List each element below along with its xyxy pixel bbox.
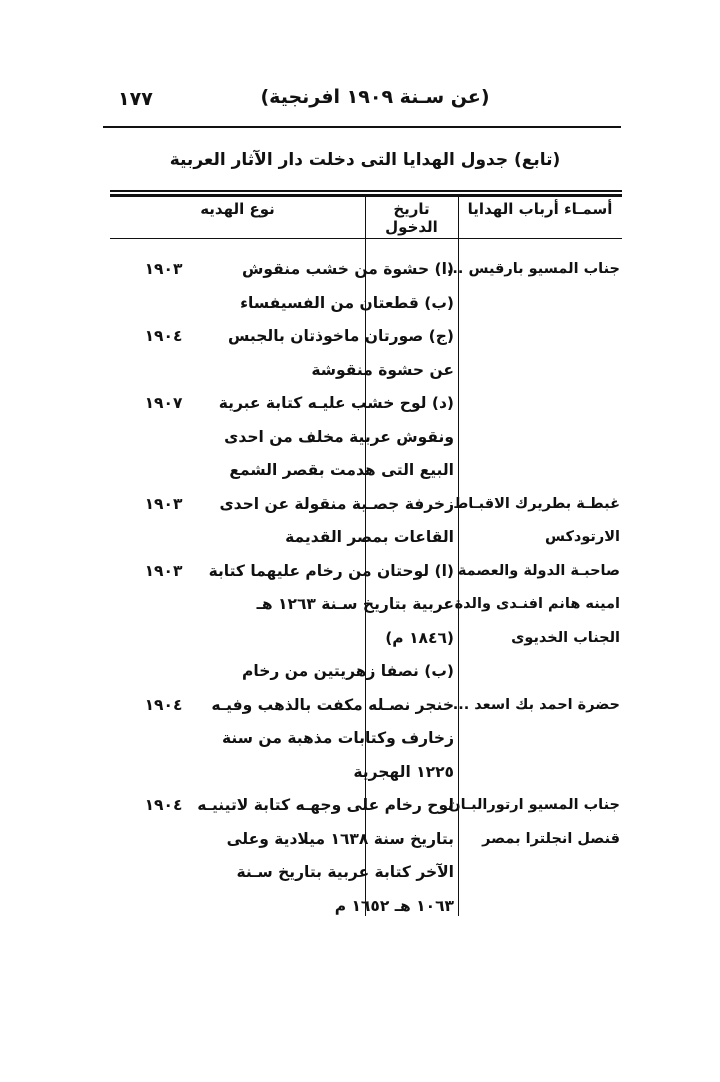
gift-description-line: ١٢٢٥ الهجرية xyxy=(353,762,454,781)
header-rule xyxy=(103,126,621,128)
donor-name-line: الجناب الخديوى xyxy=(511,629,620,646)
gift-items: خنجر نصـله مكفت بالذهب وفيـه زخارف وكتابا… xyxy=(110,689,460,790)
entry-date: ١٩٠٤ xyxy=(144,796,183,814)
gift-description-line: الآخر كتابة عربية بتاريخ سـنة xyxy=(236,863,454,881)
table-row: جناب المسيو ارتورالبـان قنصل انجلترا بمصر… xyxy=(110,789,622,923)
table-row: جناب المسيو بارقيس ... (ا) حشوة من خشب من… xyxy=(110,253,622,488)
donor-name: غبطـة بطريرك الاقبـاط الارتودكس xyxy=(453,488,622,555)
gift-item: لوح رخام على وجهـه كتابة لاتينيـه بتاريخ … xyxy=(110,789,460,923)
gift-description: زخرفة جصـية منقولة عن احدى القاعات بمصر ا… xyxy=(205,488,460,555)
gift-description-line: زخارف وكتابات مذهبة من سنة xyxy=(222,729,454,747)
donor-name-line: غبطـة بطريرك الاقبـاط xyxy=(453,495,620,512)
gift-description: (ب) نصفا زهريتين من رخام xyxy=(205,655,460,689)
table-top-rule xyxy=(110,190,622,192)
gift-description: لوح رخام على وجهـه كتابة لاتينيـه بتاريخ … xyxy=(197,789,460,923)
column-divider xyxy=(458,196,460,916)
gift-description-line: لوح رخام على وجهـه كتابة لاتينيـه xyxy=(197,796,454,814)
gift-item: زخرفة جصـية منقولة عن احدى القاعات بمصر ا… xyxy=(110,488,460,555)
gift-description-line: ١٠٦٣ هـ ١٦٥٢ م xyxy=(334,896,454,915)
donor-name-line: الارتودكس xyxy=(544,529,620,545)
gift-items: لوح رخام على وجهـه كتابة لاتينيـه بتاريخ … xyxy=(110,789,460,923)
table-top-rule-thick xyxy=(110,194,622,197)
entry-date: ١٩٠٣ xyxy=(144,561,183,580)
donor-name: حضرة احمد بك اسعد ... xyxy=(452,689,622,790)
donor-name-line: جناب المسيو بارقيس ... xyxy=(446,261,620,277)
gift-item: (ا) حشوة من خشب منقوش ١٩٠٣ xyxy=(110,253,460,287)
gift-description-line: (د) لوح خشب عليـه كتابة عبرية xyxy=(218,394,454,412)
gift-item: (ج) صورتان ماخوذتان بالجبس عن حشوة منقوشة… xyxy=(110,320,460,387)
gift-items: (ا) حشوة من خشب منقوش ١٩٠٣ (ب) قطعتان من ا… xyxy=(110,253,460,488)
donor-name: جناب المسيو ارتورالبـان قنصل انجلترا بمصر xyxy=(448,789,622,923)
table-row: صاحبـة الدولة والعصمة امينه هانم افنـدى و… xyxy=(110,555,622,689)
gift-description-line: بتاريخ سنة ١٦٣٨ ميلادية وعلى xyxy=(226,829,454,848)
gift-description-line: (ب) نصفا زهريتين من رخام xyxy=(242,662,454,680)
gift-items: زخرفة جصـية منقولة عن احدى القاعات بمصر ا… xyxy=(110,488,460,555)
gift-description-line: (ا) حشوة من خشب منقوش xyxy=(242,260,454,278)
donor-name-line: جناب المسيو ارتورالبـان xyxy=(448,797,620,813)
page-number: ١٧٧ xyxy=(118,88,153,110)
gift-description: (ج) صورتان ماخوذتان بالجبس عن حشوة منقوشة xyxy=(205,320,460,387)
column-header-gift: نوع الهديه xyxy=(200,200,275,218)
gift-description: (ب) قطعتان من الفسيفساء xyxy=(205,287,460,321)
entry-date: ١٩٠٣ xyxy=(144,260,183,278)
gift-description-line: (ج) صورتان ماخوذتان بالجبس xyxy=(227,327,454,345)
table-row: غبطـة بطريرك الاقبـاط الارتودكس زخرفة جصـي… xyxy=(110,488,622,555)
gift-item: (ا) لوحتان من رخام عليهما كتابة عربية بتا… xyxy=(110,555,460,656)
gift-item: (د) لوح خشب عليـه كتابة عبرية ونقوش عربية… xyxy=(110,387,460,488)
table-row: حضرة احمد بك اسعد ... خنجر نصـله مكفت بال… xyxy=(110,689,622,790)
column-header-date: تاريخ الدخول xyxy=(385,200,438,236)
gift-item: (ب) نصفا زهريتين من رخام xyxy=(110,655,460,689)
donor-name-line: حضرة احمد بك اسعد ... xyxy=(452,696,620,713)
gift-description-line: البيع التى هدمت بقصر الشمع xyxy=(229,461,454,479)
gift-description-line: عن حشوة منقوشة xyxy=(311,360,454,379)
entry-date: ١٩٠٧ xyxy=(144,394,183,412)
entry-date: ١٩٠٣ xyxy=(144,494,183,513)
gift-description-line: (١٨٤٦ م) xyxy=(385,628,454,647)
entry-date: ١٩٠٤ xyxy=(144,695,183,714)
entry-date xyxy=(112,287,205,321)
gift-description: (ا) حشوة من خشب منقوش xyxy=(205,253,460,287)
gift-items: (ا) لوحتان من رخام عليهما كتابة عربية بتا… xyxy=(110,555,460,689)
table-body: جناب المسيو بارقيس ... (ا) حشوة من خشب من… xyxy=(110,253,622,923)
running-head: (عن سـنة ١٩٠٩ افرنجية) xyxy=(260,86,490,108)
gift-item: (ب) قطعتان من الفسيفساء xyxy=(110,287,460,321)
column-divider xyxy=(365,196,367,916)
column-header-names: أسمـاء أرباب الهدايا xyxy=(467,200,613,218)
gift-description-line: القاعات بمصر القديمة xyxy=(285,528,454,546)
donor-name-line: صاحبـة الدولة والعصمة xyxy=(457,562,620,579)
table-title: (تابع) جدول الهدايا التى دخلت دار الآثار… xyxy=(169,150,561,170)
gift-description-line: (ا) لوحتان من رخام عليهما كتابة xyxy=(208,561,454,580)
entry-date: ١٩٠٤ xyxy=(144,327,183,345)
gift-description: خنجر نصـله مكفت بالذهب وفيـه زخارف وكتابا… xyxy=(205,689,460,790)
entry-date xyxy=(112,655,205,689)
donor-name-line: قنصل انجلترا بمصر xyxy=(482,830,620,847)
donor-name-line: امينه هانم افنـدى والدة xyxy=(454,596,620,612)
gift-description-line: زخرفة جصـية منقولة عن احدى xyxy=(219,494,454,513)
gift-item: خنجر نصـله مكفت بالذهب وفيـه زخارف وكتابا… xyxy=(110,689,460,790)
gift-description-line: (ب) قطعتان من الفسيفساء xyxy=(240,293,454,312)
gift-description-line: عربية بتاريخ سـنة ١٢٦٣ هـ xyxy=(256,595,454,613)
gift-description: (د) لوح خشب عليـه كتابة عبرية ونقوش عربية… xyxy=(205,387,460,488)
gift-description: (ا) لوحتان من رخام عليهما كتابة عربية بتا… xyxy=(205,555,460,656)
donor-name: جناب المسيو بارقيس ... xyxy=(446,253,622,488)
donor-name: صاحبـة الدولة والعصمة امينه هانم افنـدى و… xyxy=(454,555,622,689)
gift-description-line: خنجر نصـله مكفت بالذهب وفيـه xyxy=(211,695,454,714)
gift-description-line: ونقوش عربية مخلف من احدى xyxy=(224,427,454,446)
